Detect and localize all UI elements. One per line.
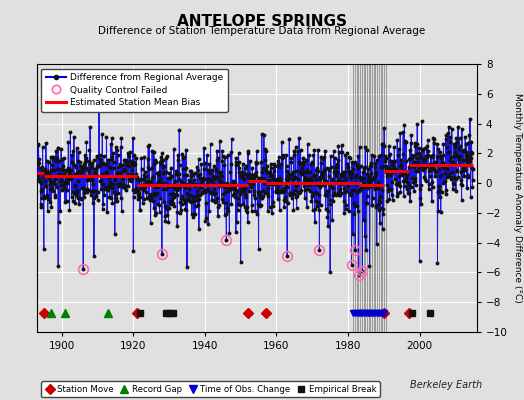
- Y-axis label: Monthly Temperature Anomaly Difference (°C): Monthly Temperature Anomaly Difference (…: [512, 93, 521, 303]
- Text: Difference of Station Temperature Data from Regional Average: Difference of Station Temperature Data f…: [99, 26, 425, 36]
- Text: ANTELOPE SPRINGS: ANTELOPE SPRINGS: [177, 14, 347, 29]
- Legend: Station Move, Record Gap, Time of Obs. Change, Empirical Break: Station Move, Record Gap, Time of Obs. C…: [41, 382, 380, 397]
- Text: Berkeley Earth: Berkeley Earth: [410, 380, 482, 390]
